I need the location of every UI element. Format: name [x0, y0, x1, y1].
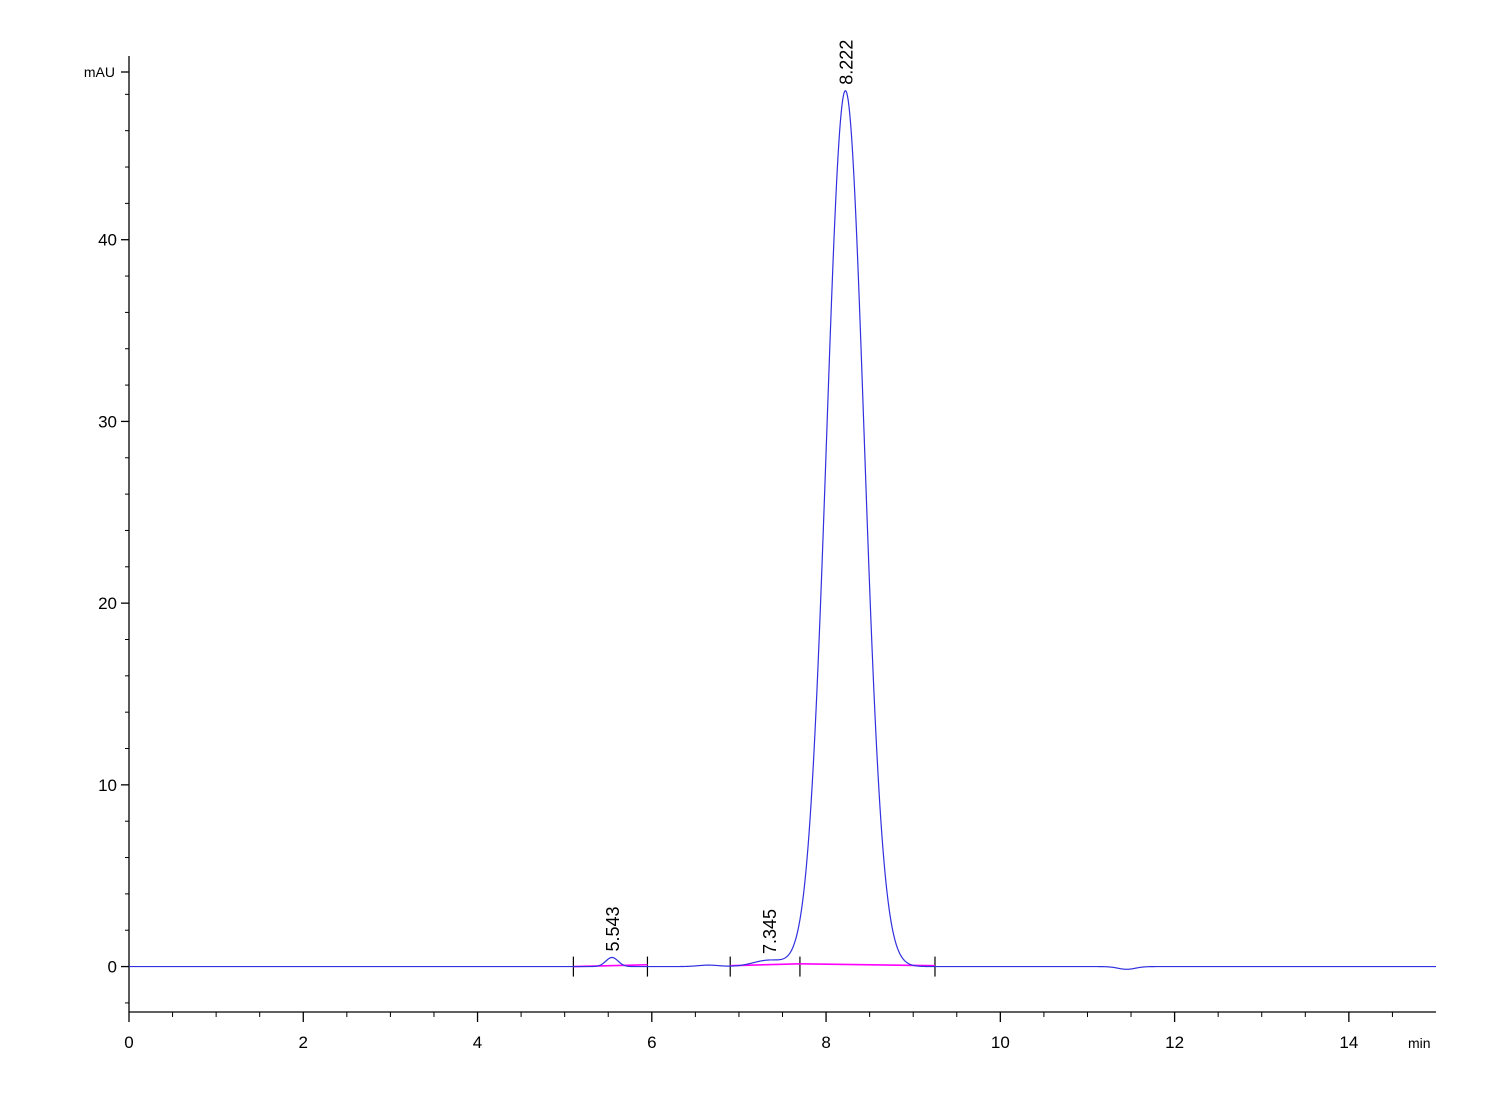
- y-tick-label: 30: [98, 412, 117, 431]
- x-tick-label: 6: [647, 1033, 656, 1052]
- x-tick-label: 2: [299, 1033, 308, 1052]
- peak-label: 8.222: [836, 40, 856, 85]
- x-tick-label: 0: [124, 1033, 133, 1052]
- x-tick-label: 12: [1165, 1033, 1184, 1052]
- y-tick-label: 0: [108, 958, 117, 977]
- signal-trace: [129, 90, 1436, 970]
- peak-label: 5.543: [603, 906, 623, 951]
- x-axis-label: min: [1408, 1035, 1431, 1051]
- x-tick-label: 4: [473, 1033, 482, 1052]
- peak-label: 7.345: [760, 909, 780, 954]
- x-tick-label: 8: [821, 1033, 830, 1052]
- signal-traces: [129, 90, 1436, 970]
- x-tick-label: 10: [991, 1033, 1010, 1052]
- peak-labels: 5.543 7.345 8.222: [603, 40, 856, 954]
- x-tick-label: 14: [1339, 1033, 1358, 1052]
- y-tick-label: 40: [98, 231, 117, 250]
- y-axis-label: mAU: [84, 64, 115, 80]
- y-tick-label: 20: [98, 594, 117, 613]
- axes: 0 10 20 30 40 0 2 4 6 8 10 12 14: [98, 56, 1436, 1052]
- y-tick-label: 10: [98, 776, 117, 795]
